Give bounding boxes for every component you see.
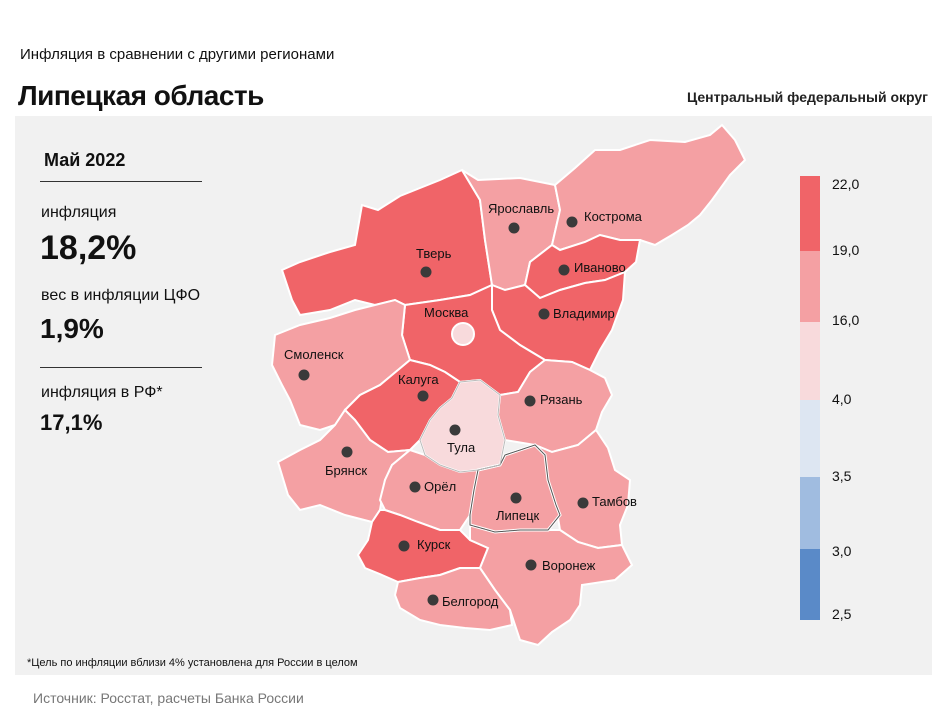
label-bryansk: Брянск bbox=[325, 463, 367, 478]
city-marker-kursk bbox=[398, 540, 410, 552]
label-yaroslavl: Ярославль bbox=[488, 201, 554, 216]
city-marker-bryansk bbox=[341, 446, 353, 458]
legend-tick-22: 22,0 bbox=[832, 176, 860, 192]
period-label: Май 2022 bbox=[44, 150, 126, 170]
label-tver: Тверь bbox=[416, 246, 452, 261]
label-kostroma: Кострома bbox=[584, 209, 643, 224]
region-kostroma[interactable] bbox=[550, 123, 747, 252]
divider-top bbox=[40, 181, 202, 182]
legend-tick-2.5: 2,5 bbox=[832, 606, 852, 622]
city-marker-yaroslavl bbox=[508, 222, 520, 234]
source-note: Источник: Росстат, расчеты Банка России bbox=[33, 690, 304, 706]
city-marker-tambov bbox=[577, 497, 589, 509]
legend-tick-4: 4,0 bbox=[832, 391, 852, 407]
label-smolensk: Смоленск bbox=[284, 347, 344, 362]
footnote: *Цель по инфляции вблизи 4% установлена … bbox=[27, 657, 358, 669]
city-marker-orel bbox=[409, 481, 421, 493]
city-marker-lipetsk bbox=[510, 492, 522, 504]
rf-inflation-value: 17,1% bbox=[40, 410, 103, 435]
city-marker-tver bbox=[420, 266, 432, 278]
region-map: Тверь Ярославль Кострома Иваново Владими… bbox=[270, 123, 820, 647]
label-ryazan: Рязань bbox=[540, 392, 583, 407]
legend-swatch-19-22 bbox=[800, 176, 820, 251]
label-orel: Орёл bbox=[424, 479, 456, 494]
city-marker-kaluga bbox=[417, 390, 429, 402]
city-marker-smolensk bbox=[298, 369, 310, 381]
label-vladimir: Владимир bbox=[553, 306, 615, 321]
region-belgorod[interactable] bbox=[393, 567, 514, 632]
tula-outline bbox=[419, 379, 506, 473]
city-marker-belgorod bbox=[427, 594, 439, 606]
city-marker-moskva bbox=[451, 322, 475, 346]
label-tambov: Тамбов bbox=[592, 494, 637, 509]
label-ivanovo: Иваново bbox=[574, 260, 626, 275]
inflation-label: инфляция bbox=[41, 204, 117, 221]
city-marker-voronezh bbox=[525, 559, 537, 571]
rf-inflation-label: инфляция в РФ* bbox=[41, 384, 163, 401]
city-marker-kostroma bbox=[566, 216, 578, 228]
legend-swatch-4-16 bbox=[800, 322, 820, 400]
legend-swatch-3-3.5 bbox=[800, 477, 820, 549]
page-title: Липецкая область bbox=[18, 80, 264, 111]
legend-tick-16: 16,0 bbox=[832, 312, 860, 328]
city-marker-vladimir bbox=[538, 308, 550, 320]
label-tula: Тула bbox=[447, 440, 476, 455]
region-ryazan[interactable] bbox=[496, 358, 614, 454]
legend-swatch-16-19 bbox=[800, 251, 820, 322]
label-belgorod: Белгород bbox=[442, 594, 499, 609]
label-kursk: Курск bbox=[417, 537, 451, 552]
weight-value: 1,9% bbox=[40, 313, 104, 344]
legend-tick-3: 3,0 bbox=[832, 543, 852, 559]
inflation-value: 18,2% bbox=[40, 229, 137, 267]
region-tver[interactable] bbox=[280, 168, 494, 317]
legend-tick-3.5: 3,5 bbox=[832, 468, 852, 484]
city-marker-ryazan bbox=[524, 395, 536, 407]
label-moskva: Москва bbox=[424, 305, 469, 320]
label-lipetsk: Липецк bbox=[496, 508, 540, 523]
weight-label: вес в инфляции ЦФО bbox=[41, 287, 201, 304]
divider-bottom bbox=[40, 367, 202, 368]
lipetsk-outline bbox=[469, 444, 561, 533]
map-panel: Тверь Ярославль Кострома Иваново Владими… bbox=[15, 116, 932, 675]
subtitle: Инфляция в сравнении с другими регионами bbox=[20, 46, 335, 63]
legend-swatch-3.5-4 bbox=[800, 400, 820, 477]
legend-tick-19: 19,0 bbox=[832, 242, 860, 258]
city-marker-ivanovo bbox=[558, 264, 570, 276]
city-marker-tula bbox=[449, 424, 461, 436]
legend-swatch-2.5-3 bbox=[800, 549, 820, 620]
district-title: Центральный федеральный округ bbox=[686, 89, 928, 105]
label-voronezh: Воронеж bbox=[542, 558, 596, 573]
label-kaluga: Калуга bbox=[398, 372, 439, 387]
